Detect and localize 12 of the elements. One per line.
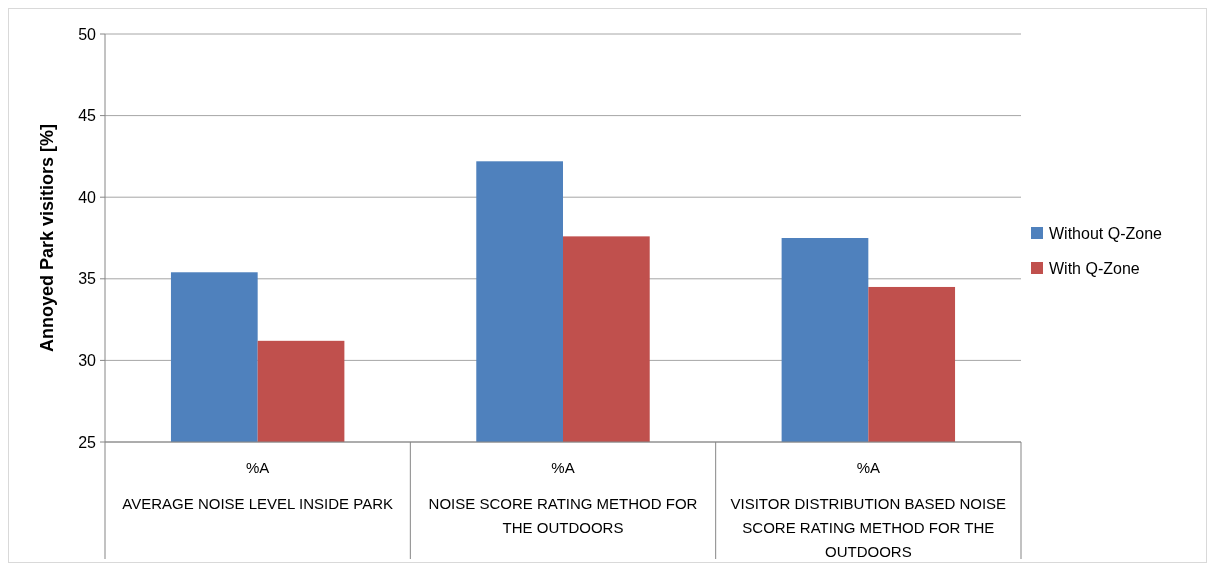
legend-label: With Q-Zone bbox=[1049, 259, 1140, 277]
y-axis-title: Annoyed Park visitiors [%] bbox=[37, 123, 57, 353]
y-tick-label: 40 bbox=[78, 188, 97, 206]
category-label: %A VISITOR DISTRIBUTION BASED NOISE SCORE RATING METHOD FOR THE OUTDOORS bbox=[730, 459, 1007, 560]
y-tick-label: 45 bbox=[78, 107, 97, 125]
y-tick-label: 30 bbox=[78, 352, 97, 369]
legend-label: Without Q-Zone bbox=[1049, 224, 1163, 242]
category-label: %A AVERAGE NOISE LEVEL INSIDE PARK bbox=[122, 459, 393, 512]
y-tick-label: 35 bbox=[78, 270, 97, 288]
y-tick-label: 25 bbox=[78, 433, 97, 451]
category-label: %A NOISE SCORE RATING METHOD FOR THE OUTDOORS bbox=[428, 459, 698, 536]
y-tick-label: 50 bbox=[78, 25, 97, 43]
